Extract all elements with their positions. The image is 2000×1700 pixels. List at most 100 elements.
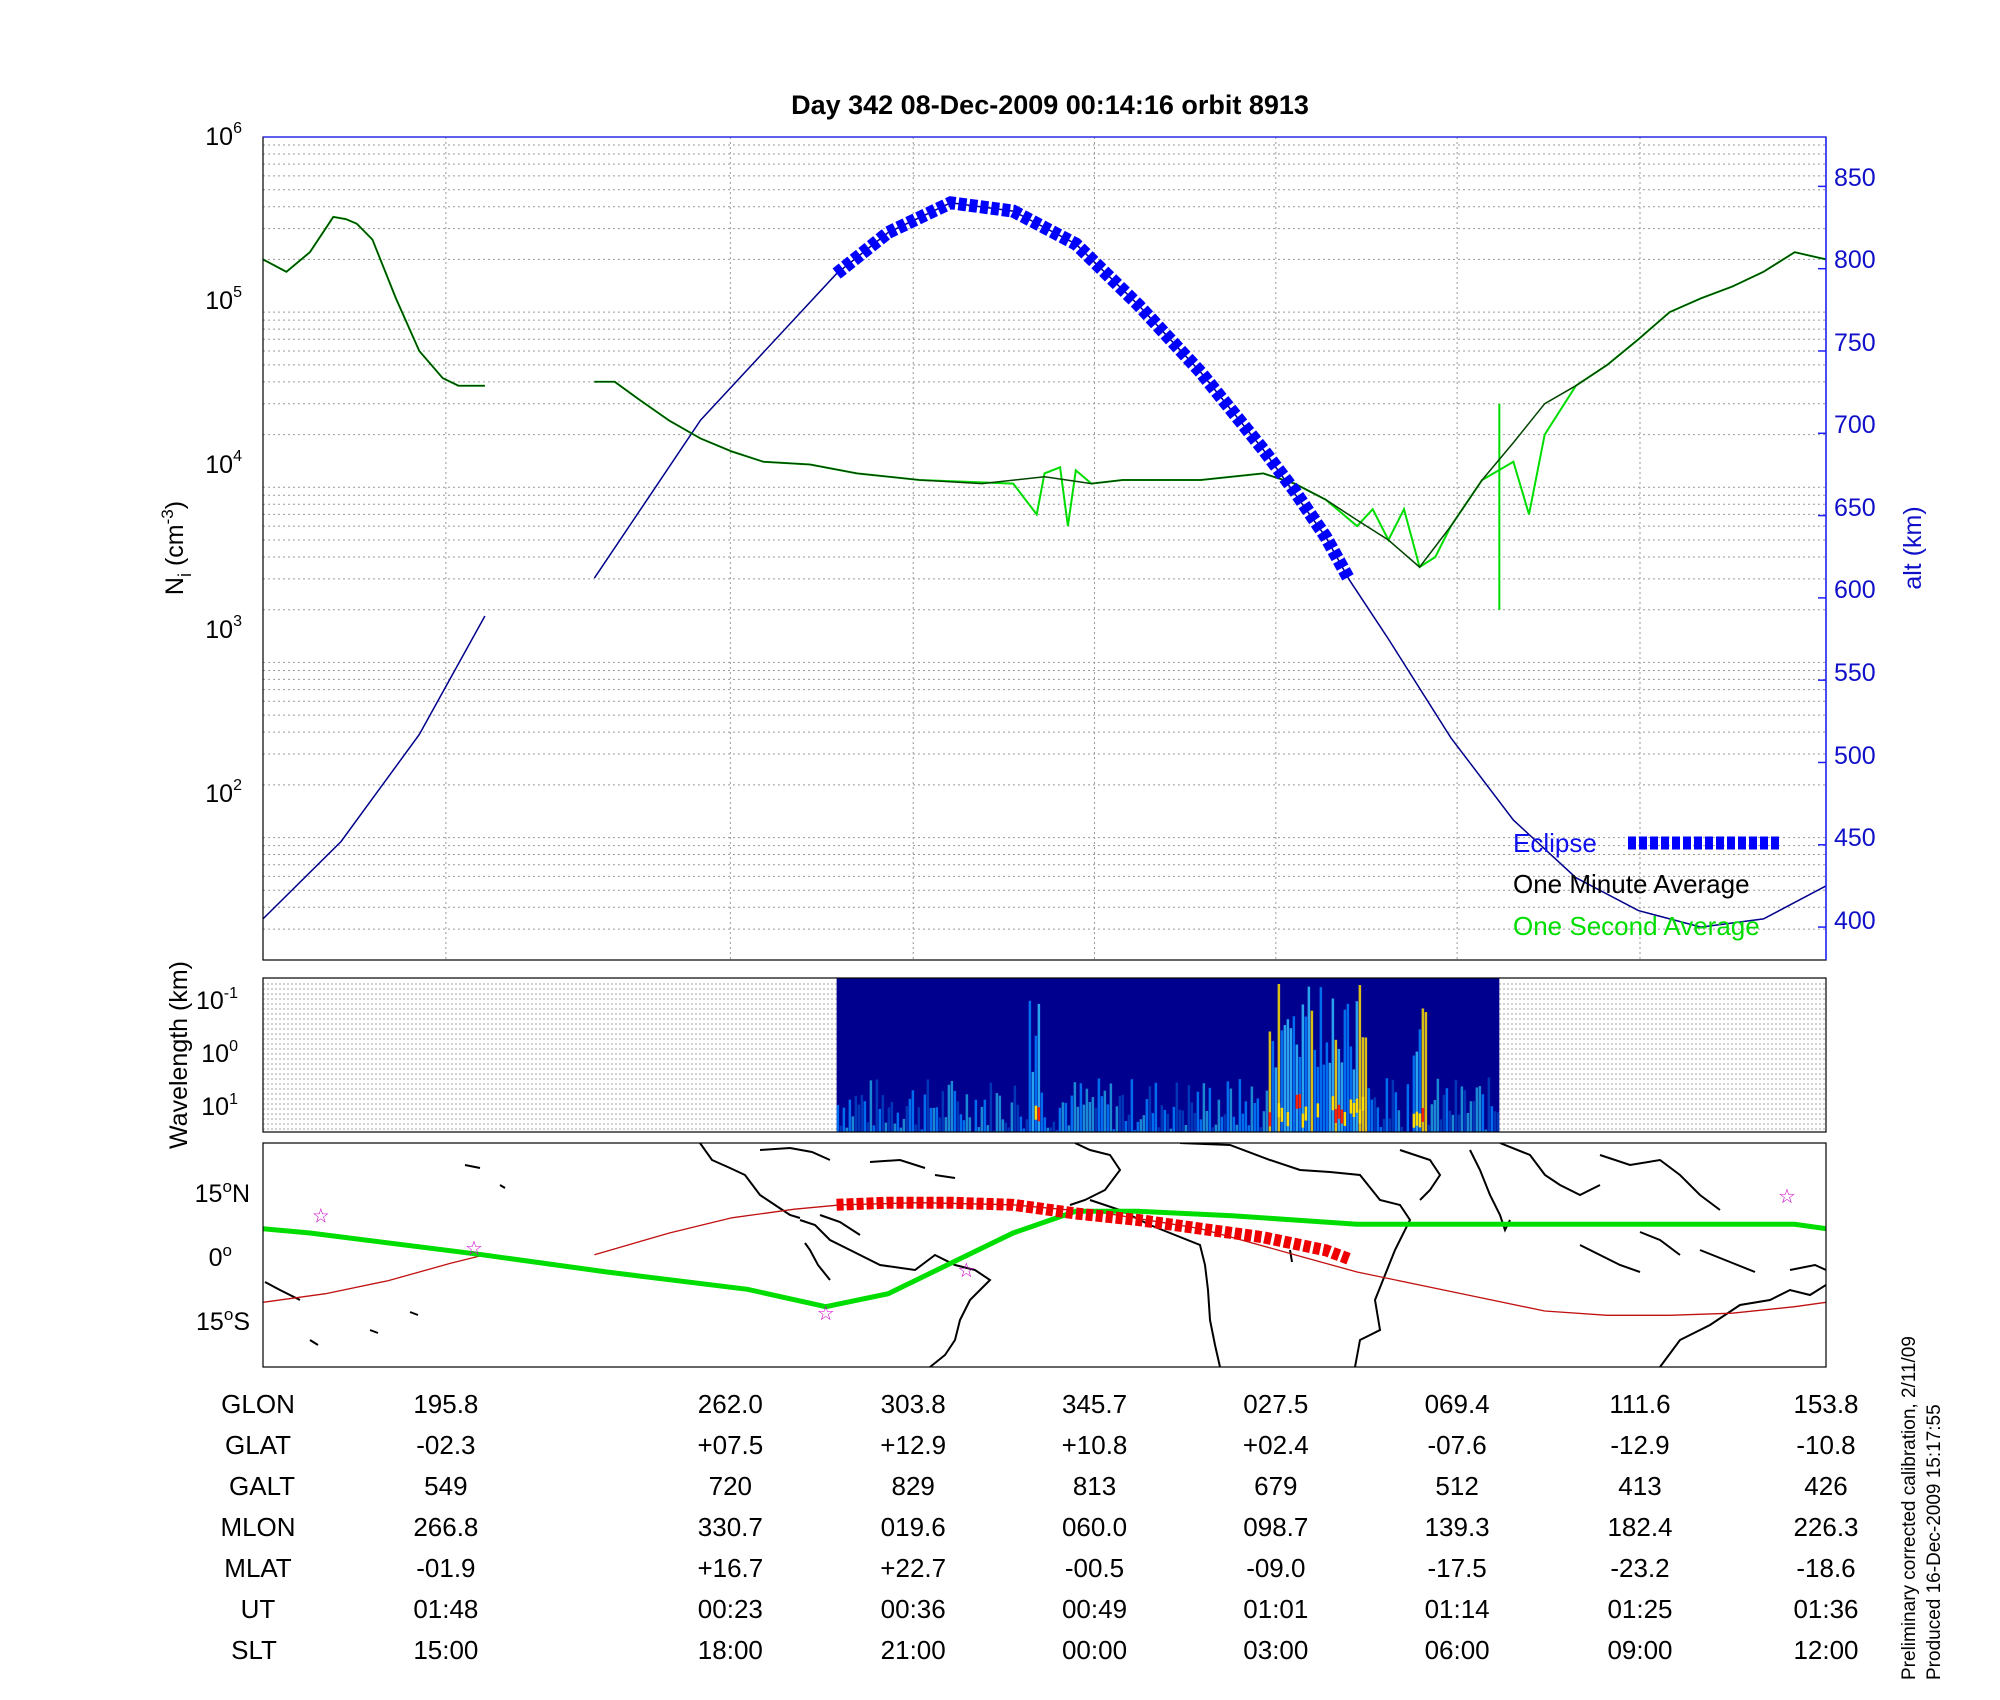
- star-marker: ☆: [957, 1260, 975, 1282]
- spectrogram-column: [1256, 1098, 1260, 1132]
- spectrogram-column: [1040, 1092, 1044, 1132]
- spectrogram-y-label: Wavelength (km): [165, 961, 193, 1149]
- spectrogram-column: [1430, 1104, 1434, 1132]
- spectrogram-column: [1013, 1085, 1017, 1132]
- spectrogram-column: [902, 1118, 906, 1132]
- left-axis-ticks: 102 103 104 105 106: [205, 120, 242, 808]
- spectrogram-column: [875, 1079, 879, 1132]
- spectrogram-column: [1349, 1046, 1353, 1132]
- spectrogram-column: [938, 1117, 942, 1132]
- spectrogram-column: [1163, 1109, 1167, 1132]
- coastline: [1399, 1149, 1442, 1201]
- spectrogram-column: [1292, 1016, 1296, 1132]
- spectrogram-column: [1145, 1099, 1149, 1132]
- spectrogram-column: [1370, 1099, 1374, 1132]
- table-cell: 01:14: [1425, 1594, 1490, 1624]
- spectrogram-column: [1343, 1009, 1347, 1132]
- spectrogram-column: [1331, 998, 1335, 1132]
- spectrogram-column: [1274, 1067, 1278, 1132]
- orbit-track: [263, 1254, 486, 1303]
- star-marker: ☆: [817, 1303, 835, 1325]
- spectrogram-column: [1265, 1090, 1269, 1132]
- coastline: [759, 1146, 831, 1161]
- spectrogram-column: [1454, 1079, 1458, 1132]
- spectrogram-column: [839, 1125, 843, 1132]
- spectrogram-column: [1115, 1106, 1119, 1132]
- spectrogram-column: [1223, 1114, 1227, 1132]
- footnote-line1: Preliminary corrected calibration, 2/11/…: [1899, 1336, 1920, 1680]
- spectrogram-column: [1319, 987, 1323, 1132]
- table-cell: 330.7: [698, 1512, 763, 1542]
- table-cell: -09.0: [1246, 1553, 1305, 1583]
- map-y-ticks: 15oN 0o 15oS: [195, 1177, 250, 1336]
- table-cell: 139.3: [1425, 1512, 1490, 1542]
- spectrogram-column: [857, 1104, 861, 1132]
- spectrogram-column: [1103, 1090, 1107, 1132]
- spectrogram-column: [1304, 1016, 1308, 1132]
- spectrogram-column: [953, 1090, 957, 1132]
- spectrogram-column: [1313, 1049, 1317, 1132]
- table-cell: 03:00: [1243, 1635, 1308, 1665]
- spectrogram-peak: [1337, 1104, 1341, 1119]
- spectrogram-column: [848, 1099, 852, 1132]
- spectrogram-peak: [1412, 1113, 1416, 1128]
- spectrogram-column: [872, 1125, 876, 1132]
- table-cell: 01:48: [413, 1594, 478, 1624]
- coastline: [1599, 1154, 1721, 1211]
- table-cell: 426: [1804, 1471, 1847, 1501]
- spectrogram-peak: [1361, 1096, 1365, 1111]
- spectrogram-column: [1151, 1113, 1155, 1132]
- spectrogram-column: [956, 1101, 960, 1132]
- y2-tick-label: 500: [1834, 742, 1876, 770]
- star-marker: ☆: [465, 1238, 483, 1260]
- right-axis-ticks: 400 450 500 550 600 650 700 750 800 850: [1834, 164, 1876, 935]
- table-cell: -12.9: [1610, 1430, 1669, 1460]
- spectrogram-column: [1451, 1114, 1455, 1132]
- spectrogram-column: [1190, 1102, 1194, 1132]
- spectrogram-column: [1118, 1095, 1122, 1132]
- spectrogram-peak: [1280, 1107, 1284, 1122]
- spectrogram-column: [1316, 1066, 1320, 1132]
- spectrogram-column: [1301, 1004, 1305, 1132]
- wl-tick-label: 101: [201, 1091, 238, 1121]
- table-cell: +12.9: [880, 1430, 946, 1460]
- table-cell: 303.8: [881, 1389, 946, 1419]
- spectrogram-column: [1418, 1029, 1422, 1132]
- spectrogram-column: [1397, 1110, 1401, 1132]
- row-label-galt: GALT: [229, 1471, 295, 1501]
- table-cell: 15:00: [413, 1635, 478, 1665]
- coastline: [1579, 1244, 1641, 1273]
- spectrogram-column: [1070, 1095, 1074, 1132]
- table-cell: 01:25: [1607, 1594, 1672, 1624]
- spectrogram-column: [1187, 1085, 1191, 1132]
- spectrogram-column: [1109, 1083, 1113, 1132]
- spectrogram-column: [968, 1117, 972, 1132]
- spectrogram-peak: [1316, 1103, 1320, 1118]
- spectrogram-peak: [1349, 1099, 1353, 1114]
- spectrogram-y-ticks: 10-1 100 101: [196, 985, 238, 1121]
- spectrogram-column: [1376, 1107, 1380, 1132]
- altitude-line: [262, 615, 486, 920]
- spectrogram-column: [1175, 1082, 1179, 1132]
- table-cell: +10.8: [1062, 1430, 1128, 1460]
- spectrogram-column: [1325, 1042, 1329, 1132]
- legend: Eclipse One Minute Average One Second Av…: [1513, 828, 1780, 941]
- spectrogram-column: [1382, 1118, 1386, 1132]
- spectrogram-peak: [1037, 1107, 1041, 1122]
- coastline: [934, 1174, 956, 1179]
- minute-average-line: [262, 216, 485, 387]
- spectrogram-column: [1472, 1101, 1476, 1132]
- coastline: [309, 1339, 319, 1346]
- spectrogram-column: [893, 1123, 897, 1132]
- spectrogram-column: [944, 1117, 948, 1132]
- spectrogram-column: [1436, 1078, 1440, 1132]
- y-axis-label: Ni (cm-3): [158, 501, 195, 595]
- spectrogram-column: [1247, 1125, 1251, 1132]
- spectrogram-column: [1310, 1010, 1314, 1132]
- spectrogram-peak: [1331, 1096, 1335, 1111]
- spectrogram-column: [950, 1081, 954, 1132]
- y2-tick-label: 750: [1834, 329, 1876, 357]
- spectrogram-column: [1373, 1097, 1377, 1132]
- spectrogram-column: [884, 1122, 888, 1132]
- table-cell: 01:01: [1243, 1594, 1308, 1624]
